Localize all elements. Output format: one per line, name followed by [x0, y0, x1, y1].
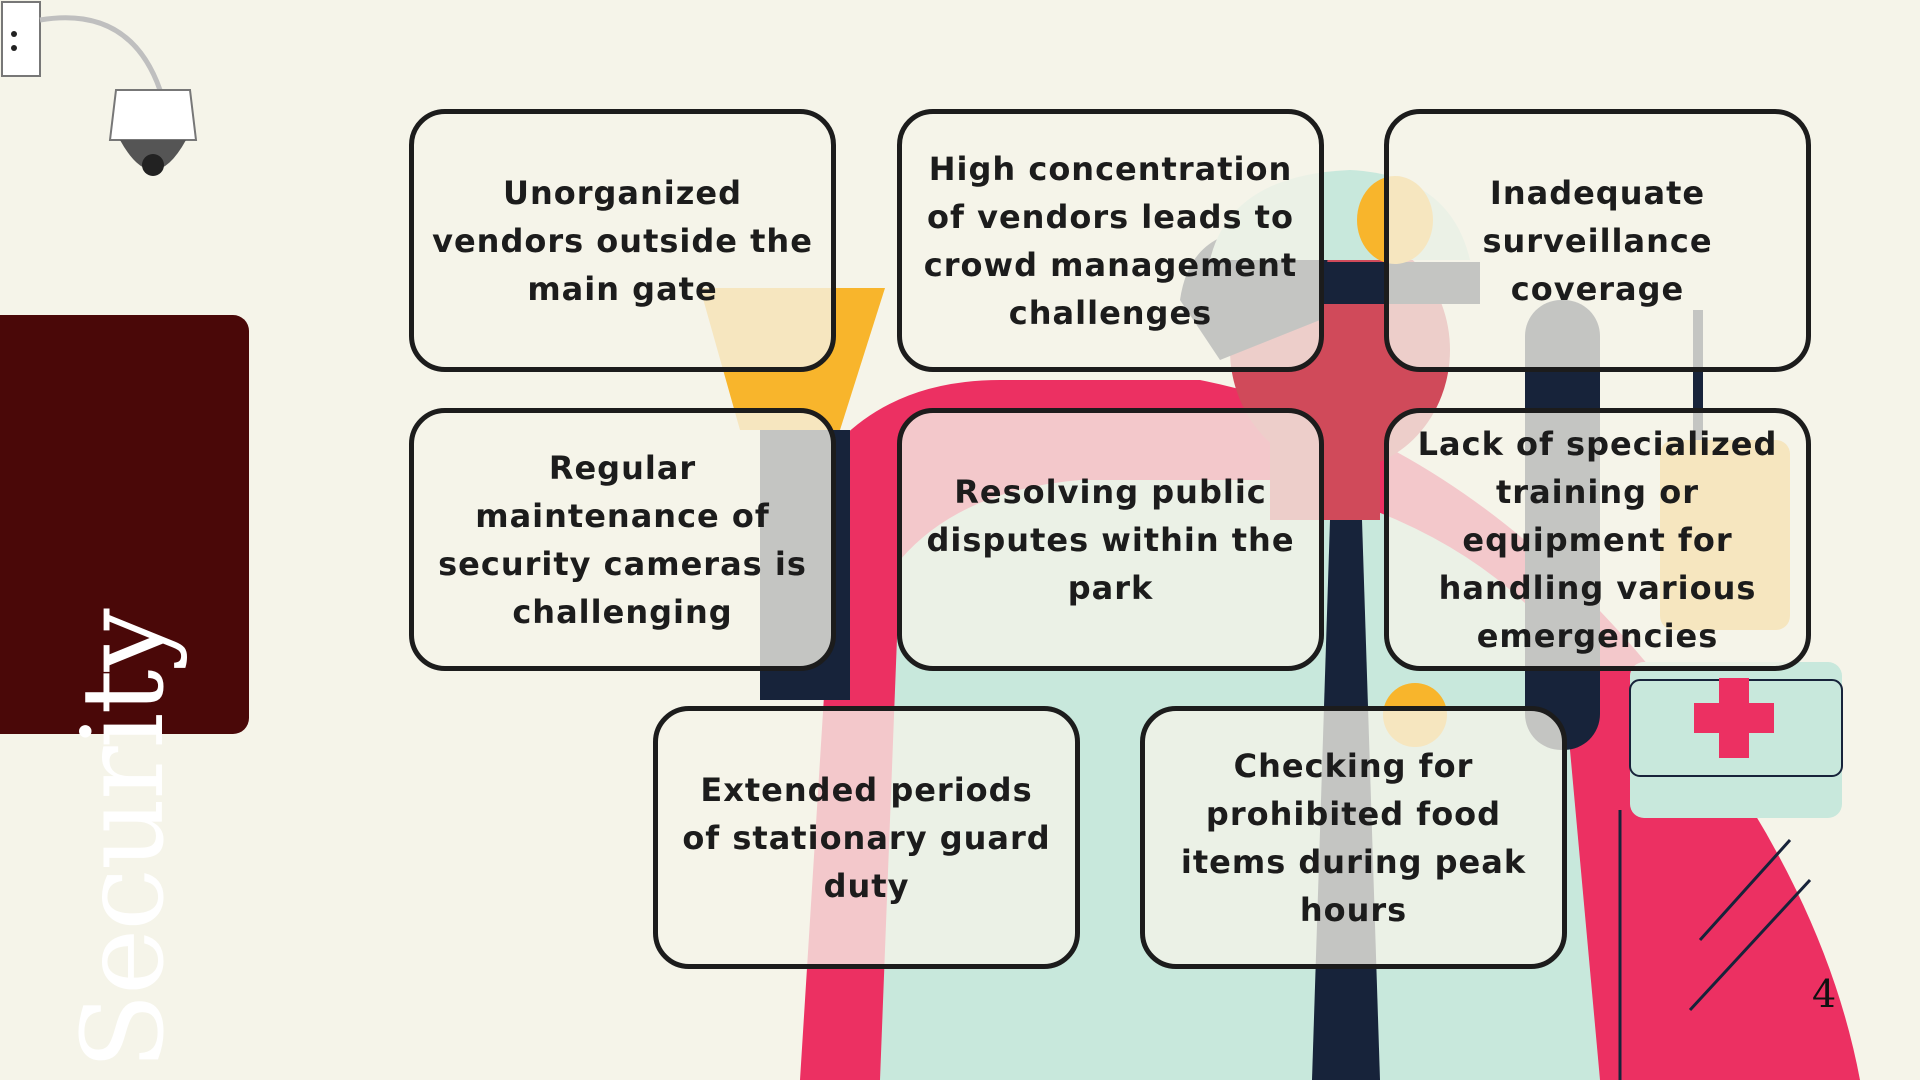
security-camera-icon — [1, 1, 198, 176]
challenge-card: Inadequate surveillance coverage — [1384, 109, 1811, 372]
challenge-card-text: Inadequate surveillance coverage — [1482, 173, 1713, 308]
challenge-card: Lack of specialized training or equipmen… — [1384, 408, 1811, 671]
challenge-card: Checking for prohibited food items durin… — [1140, 706, 1567, 969]
challenge-card: Regular maintenance of security cameras … — [409, 408, 836, 671]
challenge-card-text: Resolving public disputes within the par… — [926, 472, 1295, 607]
challenge-card: Extended periods of stationary guard dut… — [653, 706, 1080, 969]
challenge-card: Resolving public disputes within the par… — [897, 408, 1324, 671]
challenge-card-text: Regular maintenance of security cameras … — [438, 448, 807, 631]
challenge-card-text: Extended periods of stationary guard dut… — [682, 770, 1051, 905]
challenge-card-text: Checking for prohibited food items durin… — [1180, 746, 1527, 929]
challenge-card-text: Unorganized vendors outside the main gat… — [432, 173, 813, 308]
title-panel: Security — [0, 315, 249, 1070]
page-number: 4 — [1812, 972, 1837, 1016]
slide-title: Security — [59, 610, 189, 1070]
challenge-card: High concentration of vendors leads to c… — [897, 109, 1324, 372]
challenge-card: Unorganized vendors outside the main gat… — [409, 109, 836, 372]
challenge-card-text: High concentration of vendors leads to c… — [923, 149, 1298, 332]
first-aid-kit-icon — [1629, 662, 1843, 818]
challenge-card-text: Lack of specialized training or equipmen… — [1417, 424, 1778, 655]
